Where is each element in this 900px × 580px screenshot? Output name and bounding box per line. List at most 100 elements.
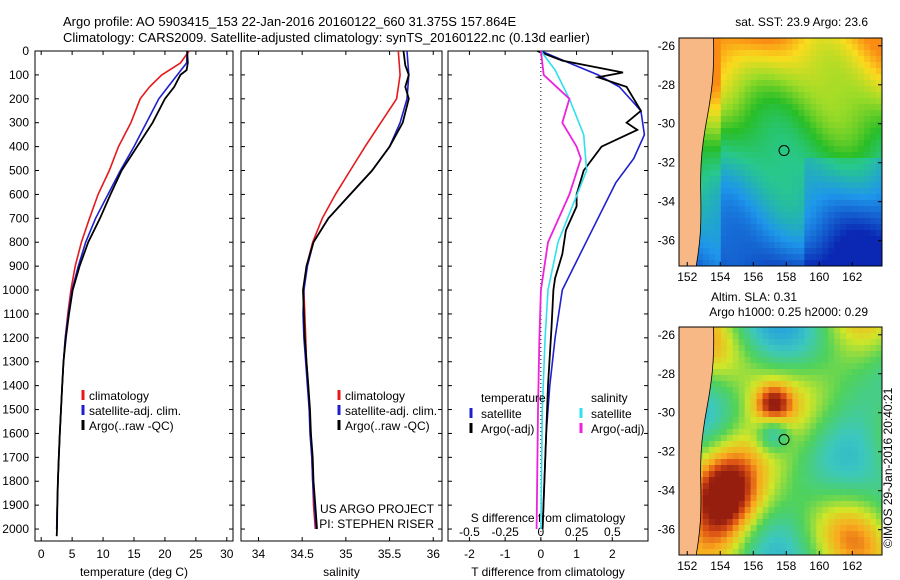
map-cell bbox=[792, 110, 799, 117]
map-cell bbox=[864, 68, 871, 75]
legend-label: Argo(-adj) bbox=[591, 422, 644, 436]
map-cell bbox=[864, 44, 871, 51]
map-cell bbox=[852, 116, 859, 123]
map-cell bbox=[792, 92, 799, 99]
map-cell bbox=[696, 531, 704, 538]
map-cell bbox=[804, 200, 811, 207]
map-cell bbox=[714, 80, 722, 87]
map-cell bbox=[822, 333, 829, 340]
map-cell bbox=[738, 477, 746, 484]
map-cell bbox=[768, 62, 776, 69]
map-cell bbox=[726, 435, 734, 442]
map-cell bbox=[738, 501, 746, 508]
map-cell bbox=[804, 483, 811, 490]
map-cell bbox=[864, 104, 871, 111]
map-cell bbox=[786, 429, 794, 436]
map-cell bbox=[786, 405, 794, 412]
map-cell bbox=[792, 134, 799, 141]
map-cell bbox=[786, 164, 794, 171]
map-cell bbox=[726, 495, 734, 502]
map-cell bbox=[810, 236, 817, 243]
map-cell bbox=[846, 399, 853, 406]
map-cell bbox=[750, 230, 758, 237]
map-cell bbox=[798, 140, 805, 147]
map-cell bbox=[732, 236, 740, 243]
map-cell bbox=[792, 98, 799, 105]
map-cell bbox=[792, 489, 799, 496]
map-cell bbox=[702, 543, 710, 550]
map-cell bbox=[726, 230, 734, 237]
map-cell bbox=[852, 501, 859, 508]
map-cell bbox=[696, 549, 704, 555]
map-cell bbox=[810, 116, 817, 123]
map-cell bbox=[744, 381, 752, 388]
annotation-text: PI: STEPHEN RISER bbox=[319, 517, 434, 531]
map-cell bbox=[774, 254, 782, 261]
map-cell bbox=[846, 405, 853, 412]
map-cell bbox=[846, 254, 853, 261]
map-cell bbox=[762, 200, 770, 207]
map-cell bbox=[762, 224, 770, 231]
map-cell bbox=[762, 381, 770, 388]
map-cell bbox=[720, 98, 728, 105]
map-cell bbox=[870, 441, 877, 448]
map-cell bbox=[834, 212, 841, 219]
map-cell bbox=[756, 387, 764, 394]
legend-label: satellite bbox=[591, 407, 632, 421]
map-cell bbox=[774, 387, 782, 394]
map-cell bbox=[846, 110, 853, 117]
map-cell bbox=[726, 104, 734, 111]
map-cell bbox=[822, 393, 829, 400]
map-cell bbox=[756, 375, 764, 382]
map-cell bbox=[780, 140, 788, 147]
map-cell bbox=[720, 146, 728, 153]
map-cell bbox=[828, 513, 835, 520]
map-cell bbox=[858, 200, 865, 207]
map-cell bbox=[786, 260, 794, 266]
map-cell bbox=[774, 248, 782, 255]
map-cell bbox=[720, 134, 728, 141]
map-cell bbox=[822, 80, 829, 87]
map-cell bbox=[822, 50, 829, 57]
map-cell bbox=[804, 531, 811, 538]
map-x-tick-label: 158 bbox=[776, 559, 796, 573]
map-cell bbox=[732, 230, 740, 237]
map-cell bbox=[846, 429, 853, 436]
map-cell bbox=[720, 38, 728, 45]
map-cell bbox=[852, 549, 859, 555]
map-cell bbox=[732, 260, 740, 266]
map-cell bbox=[756, 116, 764, 123]
map-cell bbox=[876, 513, 882, 520]
map-cell bbox=[774, 200, 782, 207]
map-cell bbox=[804, 357, 811, 364]
map-cell bbox=[792, 188, 799, 195]
map-cell bbox=[726, 242, 734, 249]
map-cell bbox=[768, 501, 776, 508]
map-cell bbox=[750, 351, 758, 358]
map-cell bbox=[792, 351, 799, 358]
map-cell bbox=[750, 146, 758, 153]
map-cell bbox=[780, 543, 788, 550]
map-cell bbox=[846, 152, 853, 159]
map-cell bbox=[738, 411, 746, 418]
map-cell bbox=[804, 339, 811, 346]
map-cell bbox=[702, 224, 710, 231]
map-cell bbox=[858, 164, 865, 171]
map-cell bbox=[858, 471, 865, 478]
map-cell bbox=[792, 254, 799, 261]
map-cell bbox=[720, 110, 728, 117]
map-cell bbox=[792, 525, 799, 532]
map-cell bbox=[762, 50, 770, 57]
legend-label: Argo(..raw -QC) bbox=[89, 419, 174, 433]
map-cell bbox=[708, 405, 716, 412]
x-tick-label: 15 bbox=[127, 547, 141, 561]
map-cell bbox=[858, 363, 865, 370]
map-cell bbox=[702, 254, 710, 261]
map-cell bbox=[768, 140, 776, 147]
map-cell bbox=[858, 513, 865, 520]
map-cell bbox=[864, 507, 871, 514]
map-cell bbox=[732, 345, 740, 352]
map-cell bbox=[822, 254, 829, 261]
map-cell bbox=[834, 531, 841, 538]
map-cell bbox=[738, 399, 746, 406]
